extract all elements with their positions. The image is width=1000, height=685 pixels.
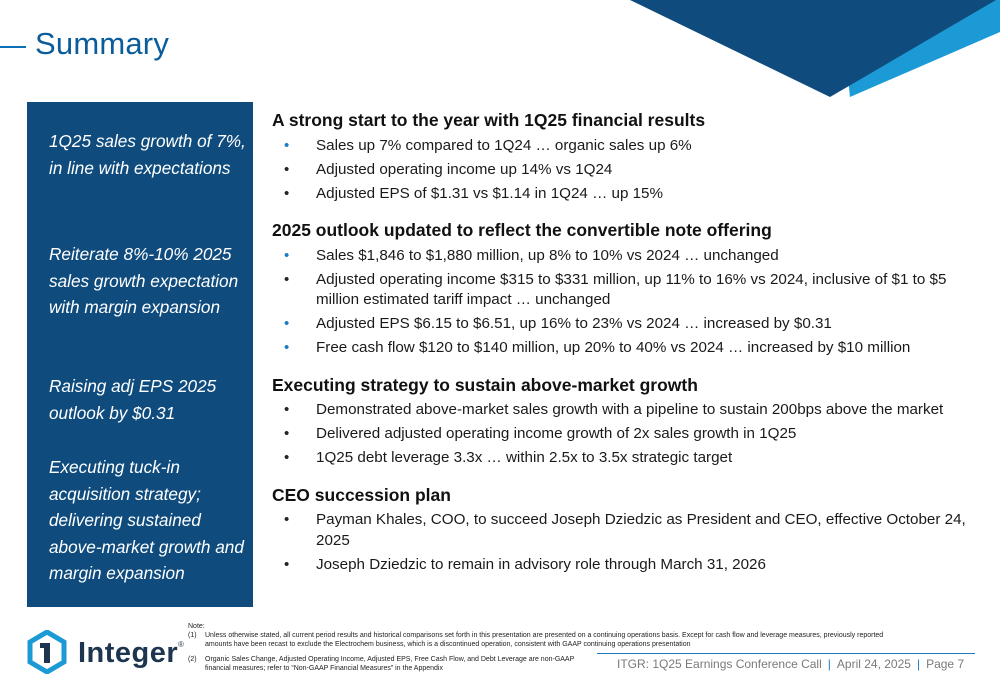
list-item-text: Joseph Dziedzic to remain in advisory ro…	[316, 555, 766, 573]
section-ceo-succession: CEO succession plan • Payman Khales, COO,…	[272, 483, 982, 576]
bullet-icon: •	[284, 246, 290, 264]
corner-decoration	[630, 0, 1000, 97]
summary-content: A strong start to the year with 1Q25 fin…	[272, 108, 982, 575]
bullet-icon: •	[284, 315, 290, 332]
corner-dark-triangle	[630, 0, 996, 97]
bullet-icon: •	[284, 401, 290, 418]
list-item-text: Adjusted operating income $315 to $331 m…	[316, 270, 947, 309]
footnote: (1) Unless otherwise stated, all current…	[188, 632, 888, 649]
bullet-icon: •	[284, 270, 290, 288]
footnote-number: (1)	[188, 632, 197, 639]
footnote-text: Organic Sales Change, Adjusted Operating…	[205, 656, 575, 672]
sidebar-item: 1Q25 sales growth of 7%, in line with ex…	[49, 131, 246, 178]
list-item: • Sales up 7% compared to 1Q24 … organic …	[272, 136, 982, 157]
list-item: • 1Q25 debt leverage 3.3x … within 2.5x t…	[272, 448, 982, 469]
section-heading: CEO succession plan	[272, 484, 451, 505]
integer-logo-icon	[27, 630, 67, 674]
list-item: • Joseph Dziedzic to remain in advisory r…	[272, 555, 982, 576]
logo-wordmark: Integer	[78, 637, 179, 669]
bullet-icon: •	[284, 511, 290, 528]
footer-event: ITGR: 1Q25 Earnings Conference Call	[617, 657, 822, 671]
page-title: Summary	[35, 26, 170, 61]
bullet-icon: •	[284, 184, 290, 202]
footer-date: April 24, 2025	[836, 657, 911, 671]
section-financial-results: A strong start to the year with 1Q25 fin…	[272, 108, 982, 204]
list-item: • Adjusted operating income $315 to $331 …	[272, 270, 982, 311]
page-number: Page 7	[926, 657, 965, 671]
bullet-icon: •	[284, 136, 290, 154]
section-strategy: Executing strategy to sustain above-mark…	[272, 373, 982, 469]
section-heading: Executing strategy to sustain above-mark…	[272, 374, 698, 395]
logo-registered-mark: ®	[178, 640, 184, 649]
list-item-text: Delivered adjusted operating income grow…	[316, 425, 797, 442]
list-item: • Demonstrated above-market sales growth …	[272, 400, 982, 421]
list-item: • Free cash flow $120 to $140 million, up…	[272, 338, 982, 359]
list-item-text: Adjusted EPS of $1.31 vs $1.14 in 1Q24 ……	[316, 184, 664, 202]
bullet-icon: •	[284, 449, 290, 466]
bullet-icon: •	[284, 339, 290, 356]
footer-separator: |	[827, 657, 831, 671]
list-item-text: Adjusted operating income up 14% vs 1Q24	[316, 160, 613, 178]
footer-divider	[597, 653, 975, 654]
section-heading: A strong start to the year with 1Q25 fin…	[272, 110, 706, 130]
bullet-icon: •	[284, 555, 290, 573]
list-item-text: Sales $1,846 to $1,880 million, up 8% to…	[316, 246, 779, 264]
title-accent-line	[0, 46, 26, 48]
bullet-icon: •	[284, 425, 290, 442]
list-item-text: 1Q25 debt leverage 3.3x … within 2.5x to…	[316, 449, 733, 466]
bullet-list: • Sales $1,846 to $1,880 million, up 8% t…	[272, 246, 982, 359]
list-item-text: Demonstrated above-market sales growth w…	[316, 401, 944, 418]
sidebar-item: Executing tuck-in acquisition strategy; …	[49, 457, 244, 584]
list-item: • Sales $1,846 to $1,880 million, up 8% t…	[272, 246, 982, 267]
footnote-text: Unless otherwise stated, all current per…	[205, 632, 884, 648]
bullet-list: • Demonstrated above-market sales growth …	[272, 400, 982, 469]
bullet-list: • Payman Khales, COO, to succeed Joseph D…	[272, 510, 982, 575]
footnote-number: (2)	[188, 656, 197, 663]
sidebar-item: Reiterate 8%-10% 2025 sales growth expec…	[49, 244, 239, 318]
list-item: • Payman Khales, COO, to succeed Joseph D…	[272, 510, 982, 551]
list-item-text: Free cash flow $120 to $140 million, up …	[316, 339, 911, 356]
footer-separator: |	[916, 657, 921, 671]
summary-sidebar: 1Q25 sales growth of 7%, in line with ex…	[27, 102, 253, 607]
list-item: • Delivered adjusted operating income gro…	[272, 424, 982, 445]
list-item-text: Payman Khales, COO, to succeed Joseph Dz…	[316, 511, 966, 549]
bullet-icon: •	[284, 160, 290, 178]
list-item: • Adjusted EPS $6.15 to $6.51, up 16% to …	[272, 314, 982, 335]
list-item-text: Sales up 7% compared to 1Q24 … organic s…	[316, 136, 692, 154]
list-item-text: Adjusted EPS $6.15 to $6.51, up 16% to 2…	[316, 315, 832, 332]
list-item: • Adjusted EPS of $1.31 vs $1.14 in 1Q24 …	[272, 184, 982, 205]
bullet-list: • Sales up 7% compared to 1Q24 … organic …	[272, 136, 982, 205]
footer: ITGR: 1Q25 Earnings Conference Call | Apri…	[617, 657, 964, 671]
footnote: (2) Organic Sales Change, Adjusted Opera…	[188, 656, 588, 673]
sidebar-item: Raising adj EPS 2025 outlook by $0.31	[49, 376, 217, 423]
section-heading: 2025 outlook updated to reflect the conv…	[272, 220, 772, 240]
section-outlook: 2025 outlook updated to reflect the conv…	[272, 218, 982, 359]
list-item: • Adjusted operating income up 14% vs 1Q2…	[272, 160, 982, 181]
notes-label: Note:	[188, 623, 205, 630]
